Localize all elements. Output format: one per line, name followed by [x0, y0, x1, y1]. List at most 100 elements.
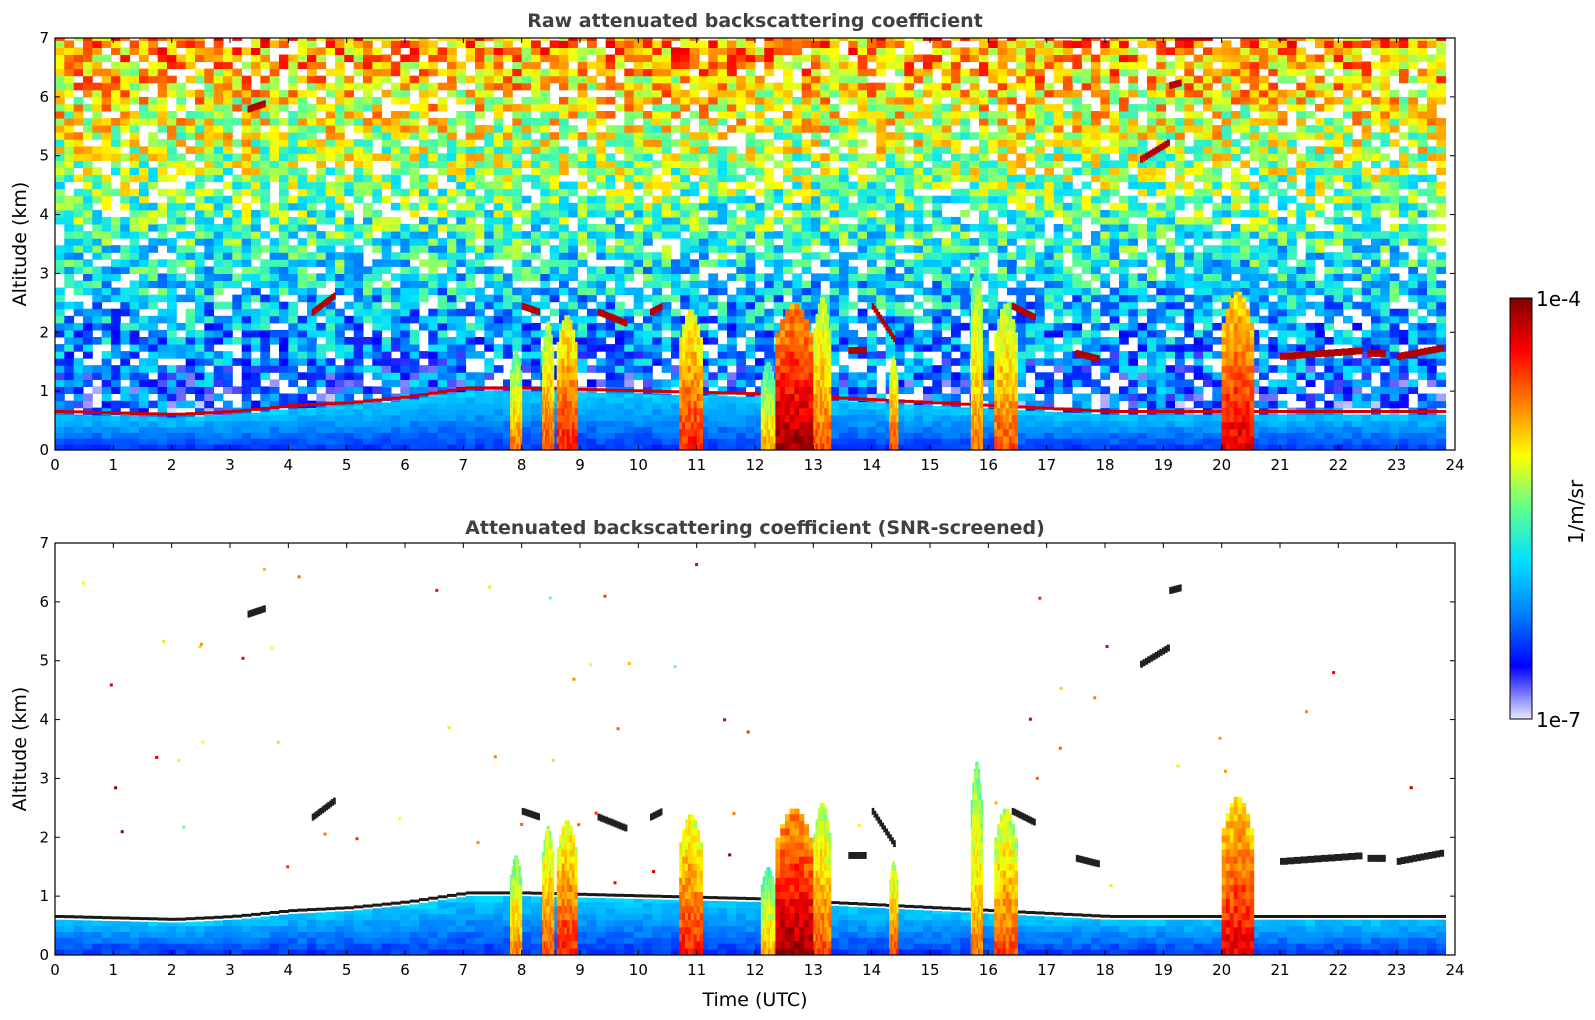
noise-cell: [279, 372, 289, 380]
noise-cell: [661, 153, 672, 161]
noise-cell: [64, 216, 75, 225]
noise-cell: [867, 209, 877, 218]
noise-cell: [111, 273, 121, 281]
noise-cell: [661, 89, 672, 98]
noise-cell: [867, 379, 877, 387]
noise-cell: [101, 202, 112, 211]
noise-cell: [419, 393, 429, 402]
noise-cell: [167, 273, 177, 281]
noise-cell: [372, 308, 383, 317]
noise-cell: [736, 125, 747, 133]
noise-cell: [857, 202, 868, 211]
noise-cell: [764, 68, 775, 77]
noise-cell: [129, 337, 140, 345]
noise-cell: [232, 252, 243, 260]
noise-cell: [484, 96, 495, 105]
noise-cell: [204, 209, 215, 218]
noise-cell: [381, 315, 392, 324]
noise-cell: [577, 329, 588, 338]
noise-cell: [456, 188, 467, 197]
noise-cell: [895, 273, 905, 281]
noise-cell: [885, 231, 896, 239]
noise-cell: [185, 266, 196, 274]
noise-cell: [932, 146, 943, 154]
noise-cell: [260, 202, 271, 211]
noise-cell: [92, 188, 103, 197]
noise-cell: [223, 118, 233, 126]
noise-cell: [465, 231, 476, 239]
noise-cell: [279, 96, 289, 105]
noise-cell: [521, 386, 532, 394]
noise-cell: [167, 111, 177, 119]
noise-cell: [419, 40, 429, 48]
noise-cell: [428, 287, 439, 296]
noise-cell: [409, 231, 420, 239]
noise-cell: [111, 40, 121, 48]
noise-cell: [559, 188, 569, 197]
noise-cell: [55, 351, 65, 359]
noise-cell: [652, 344, 663, 352]
noise-cell: [689, 287, 700, 296]
noise-cell: [811, 273, 821, 281]
noise-cell: [260, 40, 271, 48]
noise-cell: [811, 195, 821, 204]
noise-cell: [437, 329, 448, 338]
noise-cell: [335, 118, 345, 126]
noise-cell: [381, 287, 392, 296]
noise-cell: [923, 393, 933, 402]
noise-cell: [73, 118, 84, 126]
noise-cell: [596, 118, 607, 126]
noise-cell: [129, 139, 140, 147]
noise-cell: [465, 47, 476, 55]
noise-cell: [335, 202, 345, 211]
noise-cell: [335, 111, 345, 119]
noise-cell: [596, 329, 607, 338]
noise-cell: [549, 329, 560, 338]
noise-cell: [689, 89, 700, 98]
noise-cell: [829, 82, 840, 91]
noise-cell: [503, 181, 513, 190]
noise-cell: [335, 280, 345, 289]
noise-cell: [484, 61, 495, 70]
noise-cell: [307, 146, 317, 154]
noise-cell: [736, 202, 747, 211]
noise-cell: [269, 266, 280, 274]
noise-cell: [447, 68, 457, 77]
noise-cell: [456, 280, 467, 289]
noise-cell: [167, 393, 177, 402]
noise-cell: [64, 322, 75, 331]
noise-cell: [129, 315, 140, 324]
noise-cell: [643, 231, 653, 239]
noise-cell: [941, 259, 952, 267]
noise-cell: [92, 238, 103, 246]
noise-cell: [941, 167, 952, 176]
noise-cell: [820, 38, 831, 41]
noise-cell: [83, 125, 93, 133]
noise-cell: [727, 68, 737, 77]
noise-cell: [1016, 266, 1027, 274]
noise-cell: [615, 195, 625, 204]
noise-cell: [288, 111, 299, 119]
noise-cell: [801, 216, 812, 225]
noise-cell: [988, 273, 999, 281]
noise-cell: [316, 153, 327, 161]
noise-cell: [913, 238, 924, 246]
noise-cell: [307, 337, 317, 345]
noise-cell: [689, 167, 700, 176]
noise-cell: [409, 38, 420, 41]
noise-cell: [241, 160, 252, 168]
noise-cell: [92, 61, 103, 70]
noise-cell: [839, 167, 849, 176]
noise-cell: [559, 238, 569, 246]
noise-cell: [73, 238, 84, 246]
noise-cell: [437, 209, 448, 218]
noise-cell: [493, 202, 504, 211]
noise-cell: [204, 167, 215, 176]
noise-cell: [213, 188, 224, 197]
noise-cell: [148, 301, 159, 310]
noise-cell: [83, 231, 93, 239]
noise-cell: [288, 118, 299, 126]
noise-cell: [820, 96, 831, 105]
noise-cell: [344, 337, 355, 345]
noise-cell: [531, 202, 541, 211]
